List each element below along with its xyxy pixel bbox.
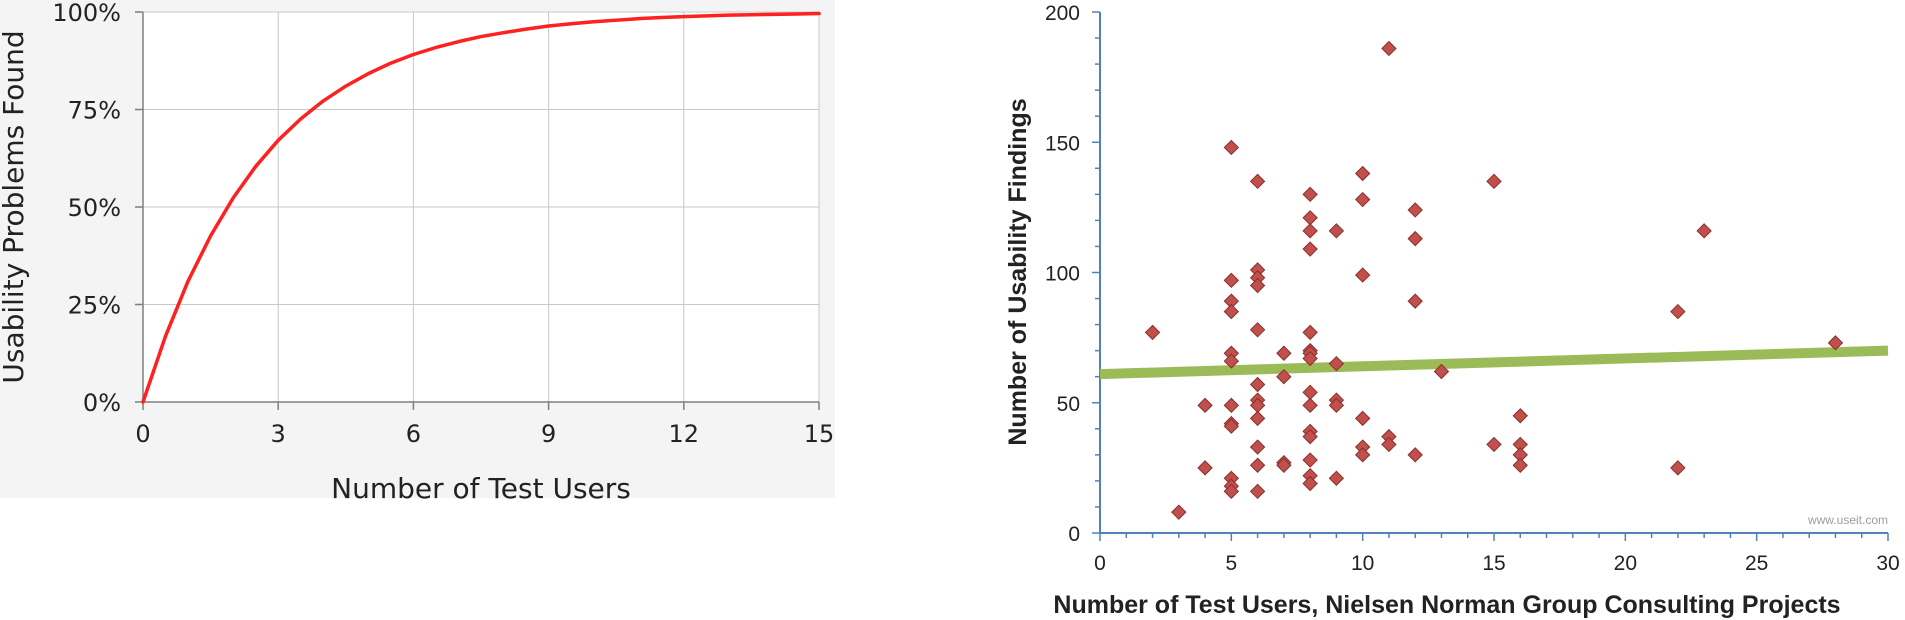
scatter-point-16 [1249,173,1266,190]
right-axes [1092,11,1889,541]
scatter-point-2 [1197,397,1213,414]
chart-usability-findings: 0 5 10 15 20 25 30 0 50 100 150 200 Number of Test … [1004,2,1900,619]
scatter-point-24 [1249,410,1266,427]
scatter-point-0 [1144,324,1161,341]
scatter-point-48 [1328,355,1345,372]
left-series-line-0 [141,11,821,404]
scatter-point-58 [1381,40,1397,57]
scatter-point-39 [1302,350,1318,367]
scatter-point-67 [1486,436,1502,453]
scatter-point-68 [1512,408,1528,424]
left-x-tick-label: 12 [669,420,700,448]
scatter-point-1 [1171,504,1187,520]
right-y-tick-label: 50 [1057,393,1080,416]
scatter-point-60 [1381,436,1397,453]
scatter-point-74 [1696,223,1712,239]
left-y-tick-label: 0% [83,389,121,417]
scatter-point-4 [1223,139,1240,156]
x-axis-label: Number of Test Users [331,472,631,505]
scatter-point-21 [1249,376,1266,393]
left-x-tick-label: 6 [406,420,421,448]
right-points-layer [1144,40,1844,520]
scatter-point-31 [1276,457,1292,473]
x-axis-label: Number of Test Users, Nielsen Norman Gro… [1053,591,1840,619]
scatter-point-7 [1223,303,1240,320]
right-trendline-layer [1099,345,1889,380]
scatter-point-20 [1249,322,1266,338]
left-tick-labels: 0 3 6 9 12 15 0% 25% 50% 75% 100% [52,0,834,448]
scatter-point-65 [1433,363,1450,380]
scatter-point-62 [1407,230,1423,247]
right-y-tick-label: 150 [1045,132,1080,155]
scatter-point-52 [1354,165,1371,182]
left-x-tick-label: 3 [271,420,286,448]
scatter-point-72 [1670,303,1686,320]
left-y-tick-label: 50% [68,194,121,222]
right-tick-labels: 0 5 10 15 20 25 30 0 50 100 150 200 [1045,2,1900,575]
right-x-tick-label: 5 [1225,552,1237,575]
scatter-point-53 [1354,191,1371,208]
scatter-point-41 [1302,397,1318,414]
trendline [1099,345,1889,380]
scatter-point-25 [1249,439,1266,455]
right-x-tick-label: 30 [1876,552,1899,575]
right-x-tick-label: 25 [1745,552,1768,575]
right-y-tick-label: 0 [1068,523,1080,546]
scatter-point-19 [1249,277,1266,294]
scatter-point-57 [1354,447,1371,463]
scatter-point-9 [1223,353,1240,369]
left-y-tick-label: 100% [52,0,121,27]
scatter-point-32 [1302,186,1318,203]
scatter-point-61 [1407,202,1423,218]
right-x-tick-label: 20 [1614,552,1637,575]
right-x-tick-label: 0 [1094,552,1106,575]
right-x-tick-label: 15 [1482,552,1505,575]
scatter-point-46 [1302,475,1318,492]
chart-problems-found: 0 3 6 9 12 15 0% 25% 50% 75% 100% Number of Test U… [0,0,835,505]
scatter-point-66 [1486,173,1502,190]
scatter-point-35 [1302,241,1318,257]
scatter-point-71 [1512,457,1528,473]
scatter-point-73 [1670,460,1686,476]
scatter-point-44 [1302,452,1318,468]
scatter-point-63 [1407,293,1423,309]
left-x-tick-label: 0 [135,420,150,448]
scatter-point-29 [1276,368,1292,385]
scatter-point-54 [1354,267,1371,283]
scatter-point-26 [1249,457,1266,473]
left-x-tick-label: 15 [804,420,835,448]
y-axis-label: Number of Usability Findings [1004,98,1032,445]
right-y-tick-label: 200 [1045,2,1080,25]
scatter-point-51 [1328,470,1345,487]
scatter-point-55 [1354,410,1371,427]
scatter-point-50 [1328,397,1345,414]
scatter-point-47 [1328,223,1345,239]
right-y-tick-label: 100 [1045,263,1080,286]
right-x-tick-label: 10 [1351,552,1374,575]
y-axis-label: Usability Problems Found [0,30,30,383]
scatter-point-15 [1223,483,1240,500]
scatter-point-27 [1249,483,1266,500]
left-x-tick-label: 9 [541,420,556,448]
scatter-point-34 [1302,223,1318,239]
left-y-tick-label: 75% [68,97,121,125]
watermark-text: www.useit.com [1807,513,1888,527]
scatter-point-12 [1223,418,1240,434]
scatter-point-64 [1407,447,1423,463]
scatter-point-10 [1223,397,1240,414]
scatter-point-43 [1302,428,1318,445]
left-y-tick-label: 25% [68,292,121,320]
scatter-point-5 [1223,272,1240,289]
scatter-point-28 [1276,345,1292,361]
scatter-point-36 [1302,324,1318,341]
scatter-point-3 [1197,460,1213,476]
left-series-layer [141,11,821,404]
scatter-point-75 [1827,335,1844,351]
